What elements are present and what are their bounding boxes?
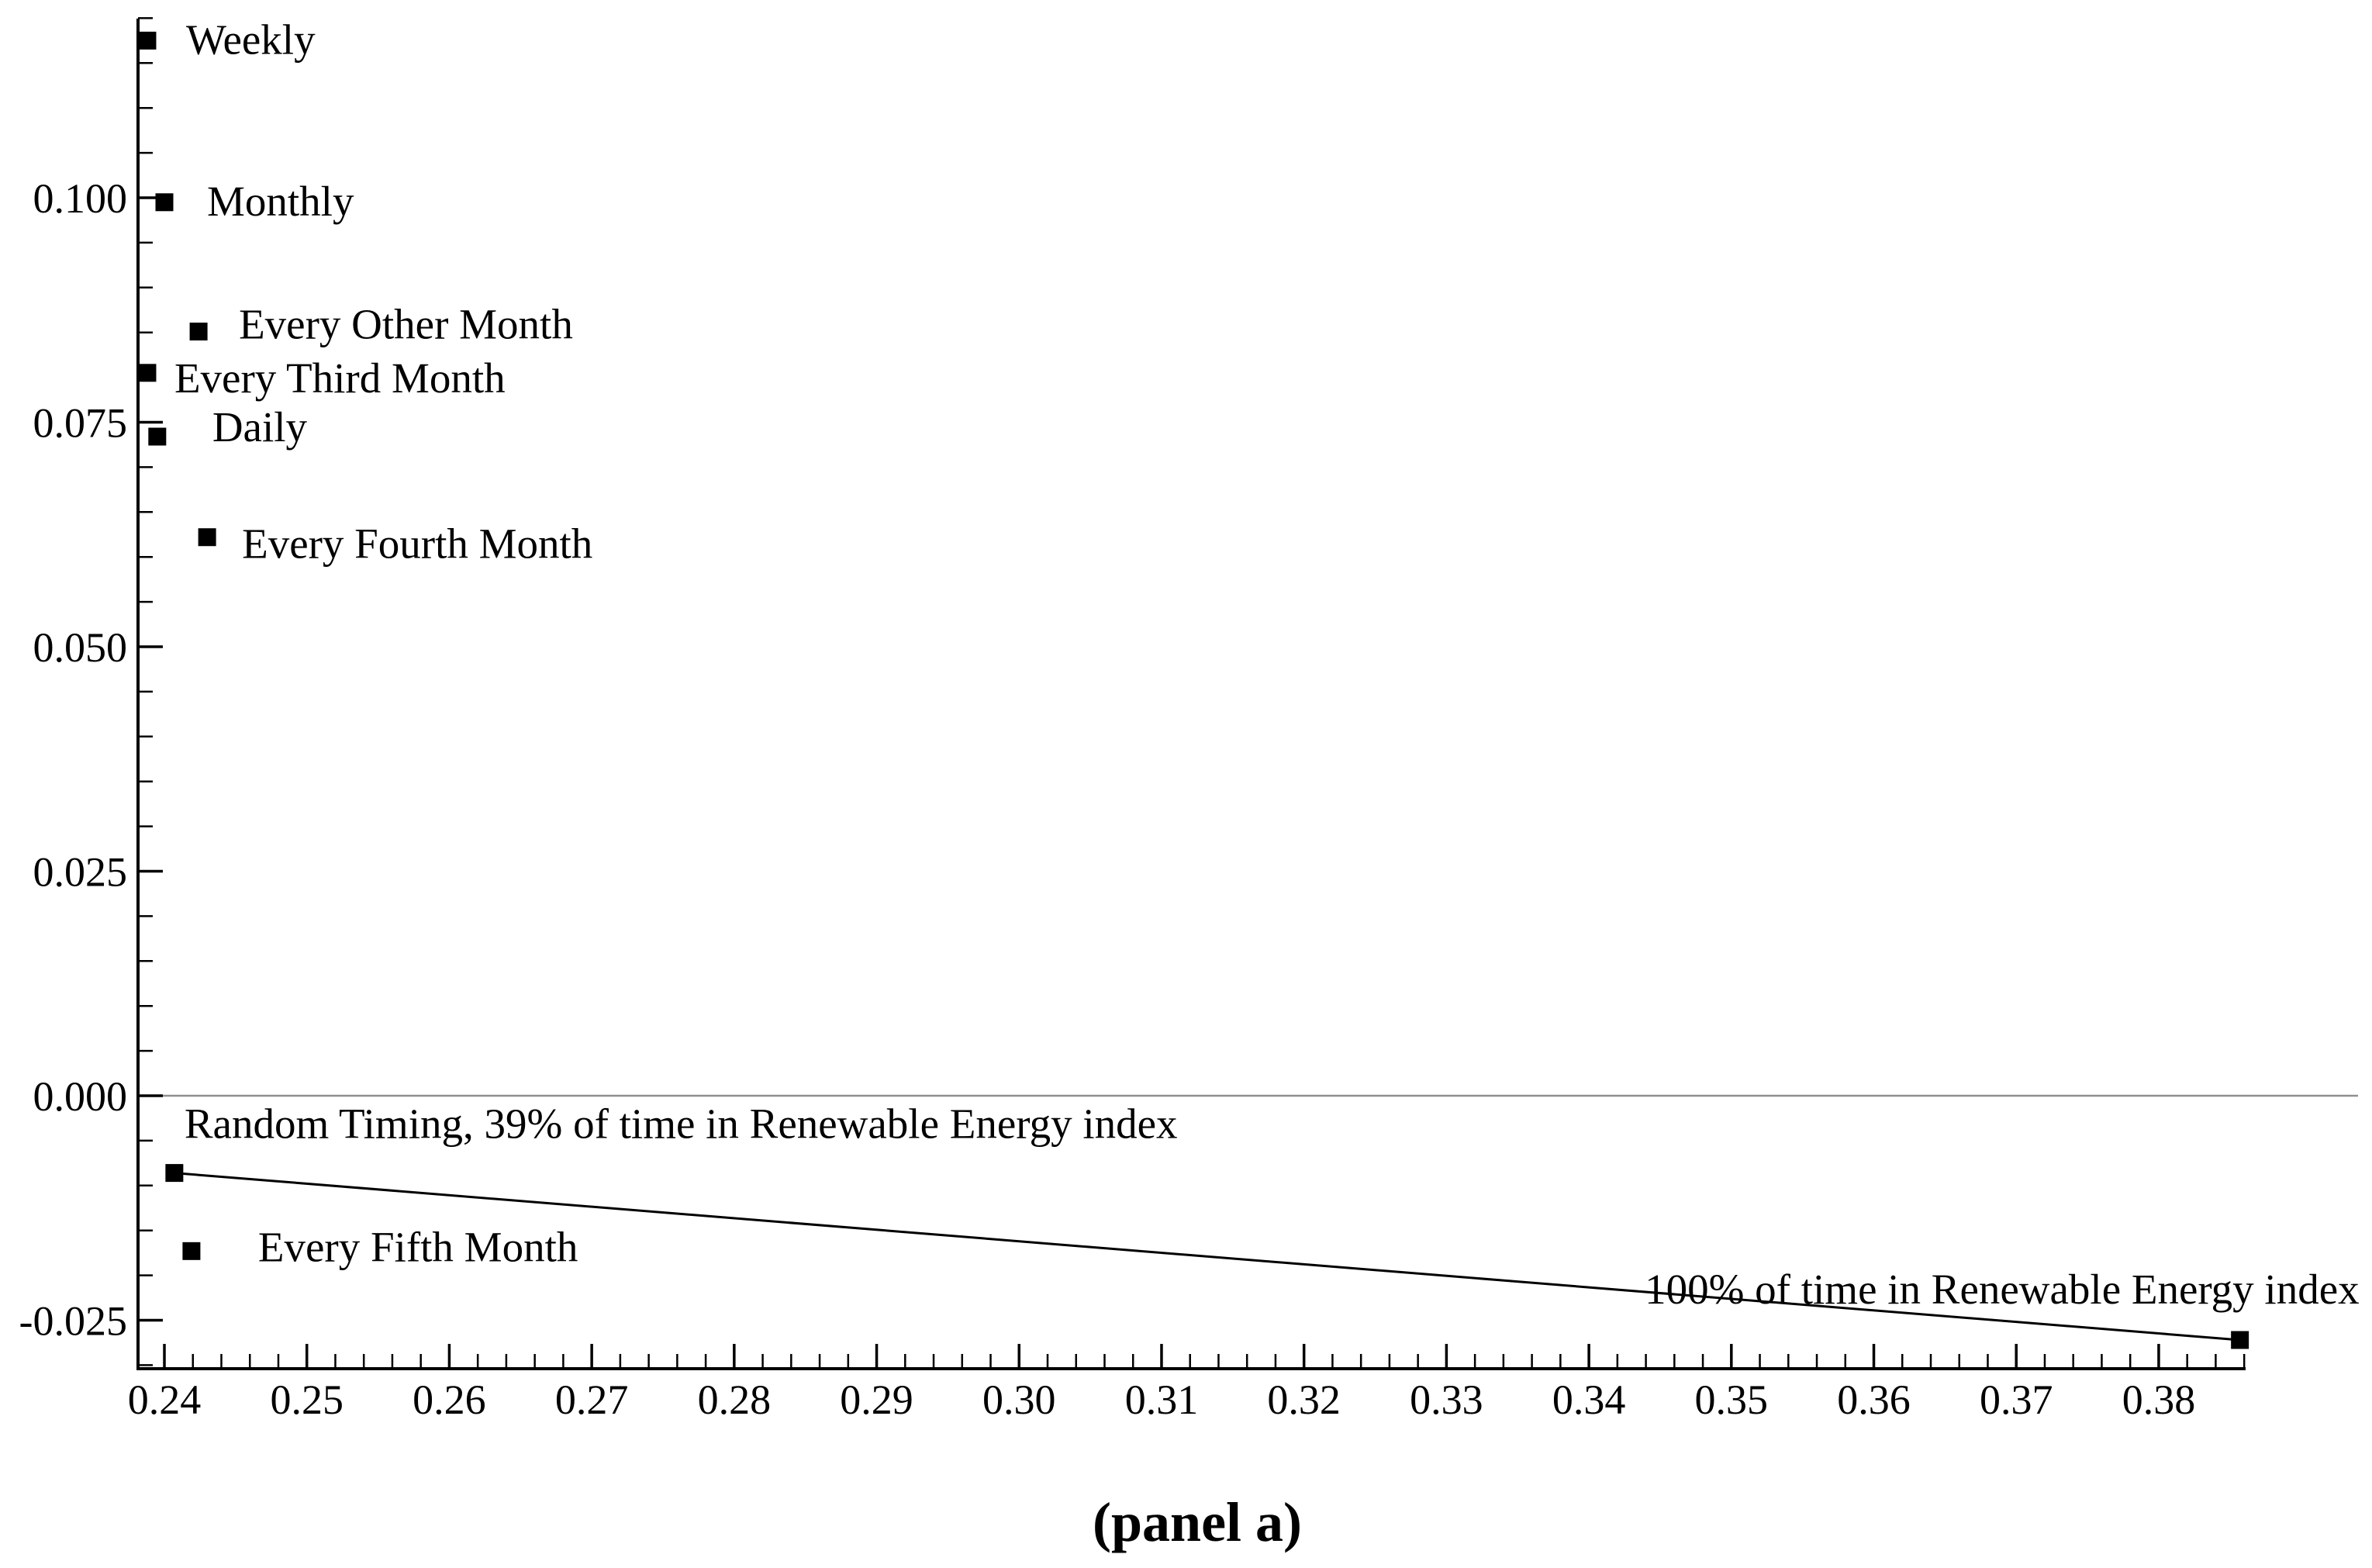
- x-tick-label: 0.35: [1695, 1376, 1769, 1423]
- y-tick-label: 0.000: [33, 1073, 128, 1120]
- point-label-random-timing: Random Timing, 39% of time in Renewable …: [185, 1100, 1178, 1148]
- data-point-weekly: [138, 31, 157, 50]
- data-point-daily: [148, 427, 167, 446]
- x-tick-label: 0.38: [2122, 1376, 2196, 1423]
- x-tick-label: 0.29: [840, 1376, 913, 1423]
- panel-caption: (panel a): [1093, 1491, 1302, 1553]
- y-tick-label: -0.025: [19, 1298, 127, 1345]
- x-tick-label: 0.27: [555, 1376, 629, 1423]
- data-point-monthly: [155, 193, 174, 212]
- point-label-daily: Daily: [212, 403, 308, 451]
- data-point-every-fourth-month: [198, 528, 216, 547]
- point-label-every-third-month: Every Third Month: [174, 354, 506, 402]
- x-tick-label: 0.31: [1125, 1376, 1199, 1423]
- data-point-every-third-month: [138, 364, 157, 382]
- point-label-monthly: Monthly: [207, 178, 354, 225]
- point-label-renewable-100pct: 100% of time in Renewable Energy index: [1645, 1266, 2360, 1313]
- y-tick-label: 0.100: [33, 175, 128, 222]
- y-tick-label: 0.050: [33, 624, 128, 671]
- x-tick-label: 0.37: [1980, 1376, 2053, 1423]
- data-point-every-fifth-month: [182, 1242, 201, 1260]
- point-label-every-other-month: Every Other Month: [239, 301, 573, 348]
- x-tick-label: 0.25: [270, 1376, 344, 1423]
- point-label-every-fifth-month: Every Fifth Month: [258, 1223, 578, 1270]
- data-point-every-other-month: [189, 323, 208, 341]
- y-tick-label: 0.075: [33, 400, 128, 447]
- frontier-line: [174, 1172, 2240, 1342]
- point-label-weekly: Weekly: [186, 16, 316, 63]
- x-tick-label: 0.36: [1837, 1376, 1911, 1423]
- x-tick-label: 0.24: [128, 1376, 202, 1423]
- x-tick-label: 0.28: [698, 1376, 772, 1423]
- x-tick-label: 0.34: [1552, 1376, 1626, 1423]
- x-tick-label: 0.33: [1410, 1376, 1483, 1423]
- x-tick-label: 0.32: [1267, 1376, 1341, 1423]
- y-tick-label: 0.025: [33, 849, 128, 896]
- x-tick-label: 0.26: [413, 1376, 486, 1423]
- point-label-every-fourth-month: Every Fourth Month: [242, 520, 592, 568]
- data-point-random-timing: [165, 1164, 184, 1183]
- data-point-renewable-100pct: [2231, 1331, 2249, 1349]
- x-tick-label: 0.30: [982, 1376, 1056, 1423]
